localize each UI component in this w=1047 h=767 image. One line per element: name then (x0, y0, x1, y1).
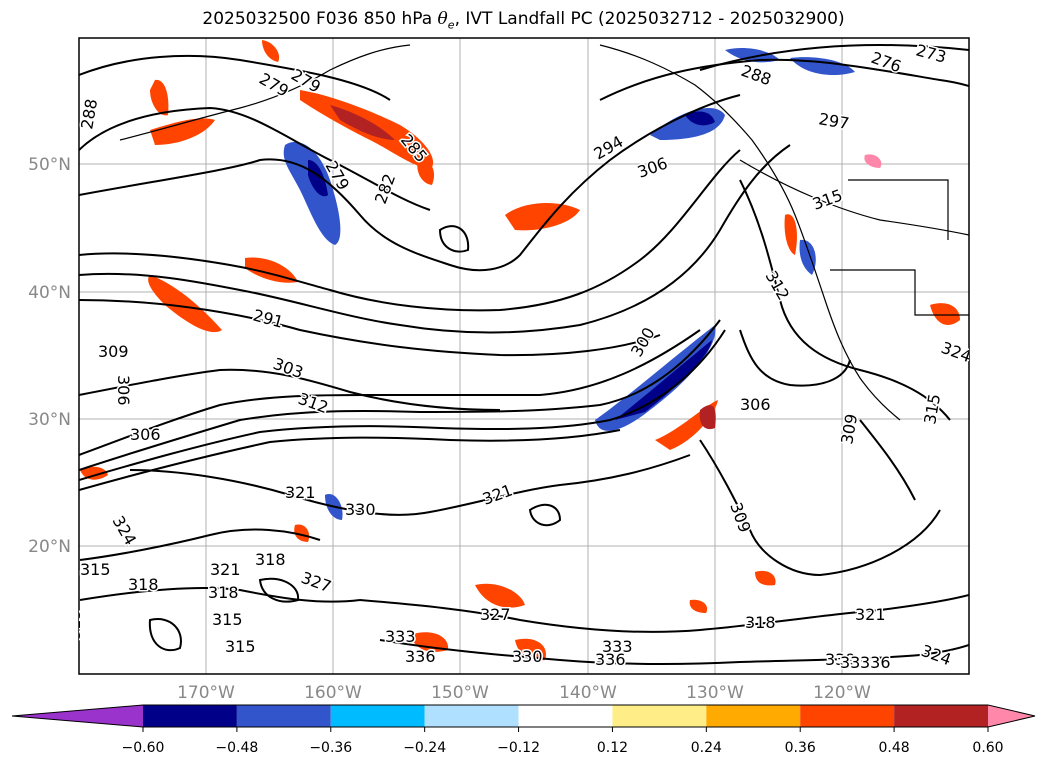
colorbar-bin (424, 705, 519, 727)
colorbar-tick-label: −0.60 (122, 740, 165, 756)
negative-patch (685, 111, 715, 126)
negative-patch (283, 141, 341, 245)
colorbar-tick-label: 0.24 (691, 740, 722, 756)
lat-axis: 50°N 40°N 30°N 20°N (28, 155, 71, 557)
contour-label: 318 (128, 575, 159, 594)
contour-label: 321 (855, 605, 886, 624)
positive-patch (245, 257, 298, 283)
positive-patch (755, 570, 776, 586)
positive-patch (80, 466, 108, 480)
colorbar-tick-label: −0.48 (215, 740, 258, 756)
contour-label: 330 (512, 647, 543, 666)
positive-patch (330, 105, 395, 140)
contour-label: 306 (130, 425, 161, 444)
coastlines (119, 44, 969, 421)
positive-patch (699, 405, 716, 430)
colorbar-bin (236, 705, 331, 727)
negative-patch (799, 239, 816, 275)
positive-patch (930, 303, 960, 325)
colorbar-tick-label: 0.48 (879, 740, 910, 756)
lon-label: 140°W (559, 683, 617, 703)
lat-label: 30°N (28, 410, 71, 430)
lon-label: 120°W (813, 683, 871, 703)
lon-axis: 170°W 160°W 150°W 140°W 130°W 120°W (177, 683, 871, 703)
contour-label: 315 (225, 637, 256, 656)
lon-label: 150°W (431, 683, 489, 703)
contour-label: 339 (825, 650, 856, 669)
negative-patch (615, 340, 712, 420)
contour-label: 309 (98, 342, 129, 361)
colorbar-bin (518, 705, 613, 727)
lat-label: 20°N (28, 537, 71, 557)
contour-label: 339 (840, 653, 871, 672)
contour-label: 330 (345, 500, 376, 519)
contour-label: 315 (65, 609, 84, 640)
contour-label: 333 (385, 627, 416, 646)
positive-patch (294, 524, 310, 542)
positive-patch (417, 159, 435, 185)
colorbar: −0.60 −0.48 −0.36 −0.24 −0.12 0.12 0.24 0.36 0.4… (11, 704, 1036, 756)
negative-patch (725, 48, 780, 63)
colorbar-bin (706, 705, 801, 727)
contour-label: 336 (405, 647, 436, 666)
contour-label: 327 (480, 605, 511, 624)
colorbar-bin (612, 705, 707, 727)
negative-patch (308, 160, 328, 197)
lon-label: 170°W (177, 683, 235, 703)
contour-label: 336 (595, 650, 626, 669)
positive-patch (475, 583, 525, 608)
colorbar-tick-label: −0.24 (403, 740, 446, 756)
map-title: 2025032500 F036 850 hPa θe, IVT Landfall… (202, 9, 845, 32)
positive-patch (410, 632, 449, 652)
contour-label: 306 (114, 375, 133, 406)
positive-patch (864, 154, 882, 168)
contour-lines (79, 43, 969, 666)
positive-patch (784, 214, 797, 255)
contour-label: 336 (860, 653, 891, 672)
positive-patch (505, 203, 580, 231)
contour-label: 318 (255, 550, 286, 569)
map-frame (78, 37, 970, 675)
lon-label: 130°W (686, 683, 744, 703)
lat-label: 40°N (28, 283, 71, 303)
contour-label: 318 (745, 613, 776, 632)
colorbar-tick-label: 0.60 (972, 740, 1003, 756)
positive-patch (515, 638, 546, 661)
contour-label: 321 (285, 483, 316, 502)
lon-label: 160°W (304, 683, 362, 703)
colorbar-bin (330, 705, 425, 727)
contour-label: 315 (80, 560, 111, 579)
colorbar-bin (894, 705, 988, 727)
positive-patch (150, 118, 215, 145)
colorbar-extend-left (12, 705, 143, 727)
contour-label: 318 (208, 583, 239, 602)
colorbar-bin (800, 705, 895, 727)
colorbar-tick-label: −0.12 (497, 740, 540, 756)
positive-patch (689, 599, 708, 613)
contour-label: 333 (602, 637, 633, 656)
contour-label: 315 (920, 392, 944, 425)
colorbar-extend-right (988, 705, 1035, 727)
positive-patch (150, 79, 169, 116)
contour-label: 288 (77, 97, 101, 130)
gridlines (79, 38, 969, 674)
colorbar-tick-label: 0.12 (597, 740, 628, 756)
positive-patch (148, 275, 222, 333)
contour-label: 315 (212, 610, 243, 629)
contour-label: 321 (210, 560, 241, 579)
colorbar-bin (143, 705, 237, 727)
positive-patch (262, 40, 280, 62)
shading-layer (80, 40, 960, 661)
contour-label: 309 (837, 412, 861, 445)
negative-patch (595, 325, 716, 431)
lat-label: 50°N (28, 155, 71, 175)
colorbar-tick-label: −0.36 (309, 740, 352, 756)
contour-label: 306 (740, 395, 771, 414)
colorbar-tick-label: 0.36 (785, 740, 816, 756)
